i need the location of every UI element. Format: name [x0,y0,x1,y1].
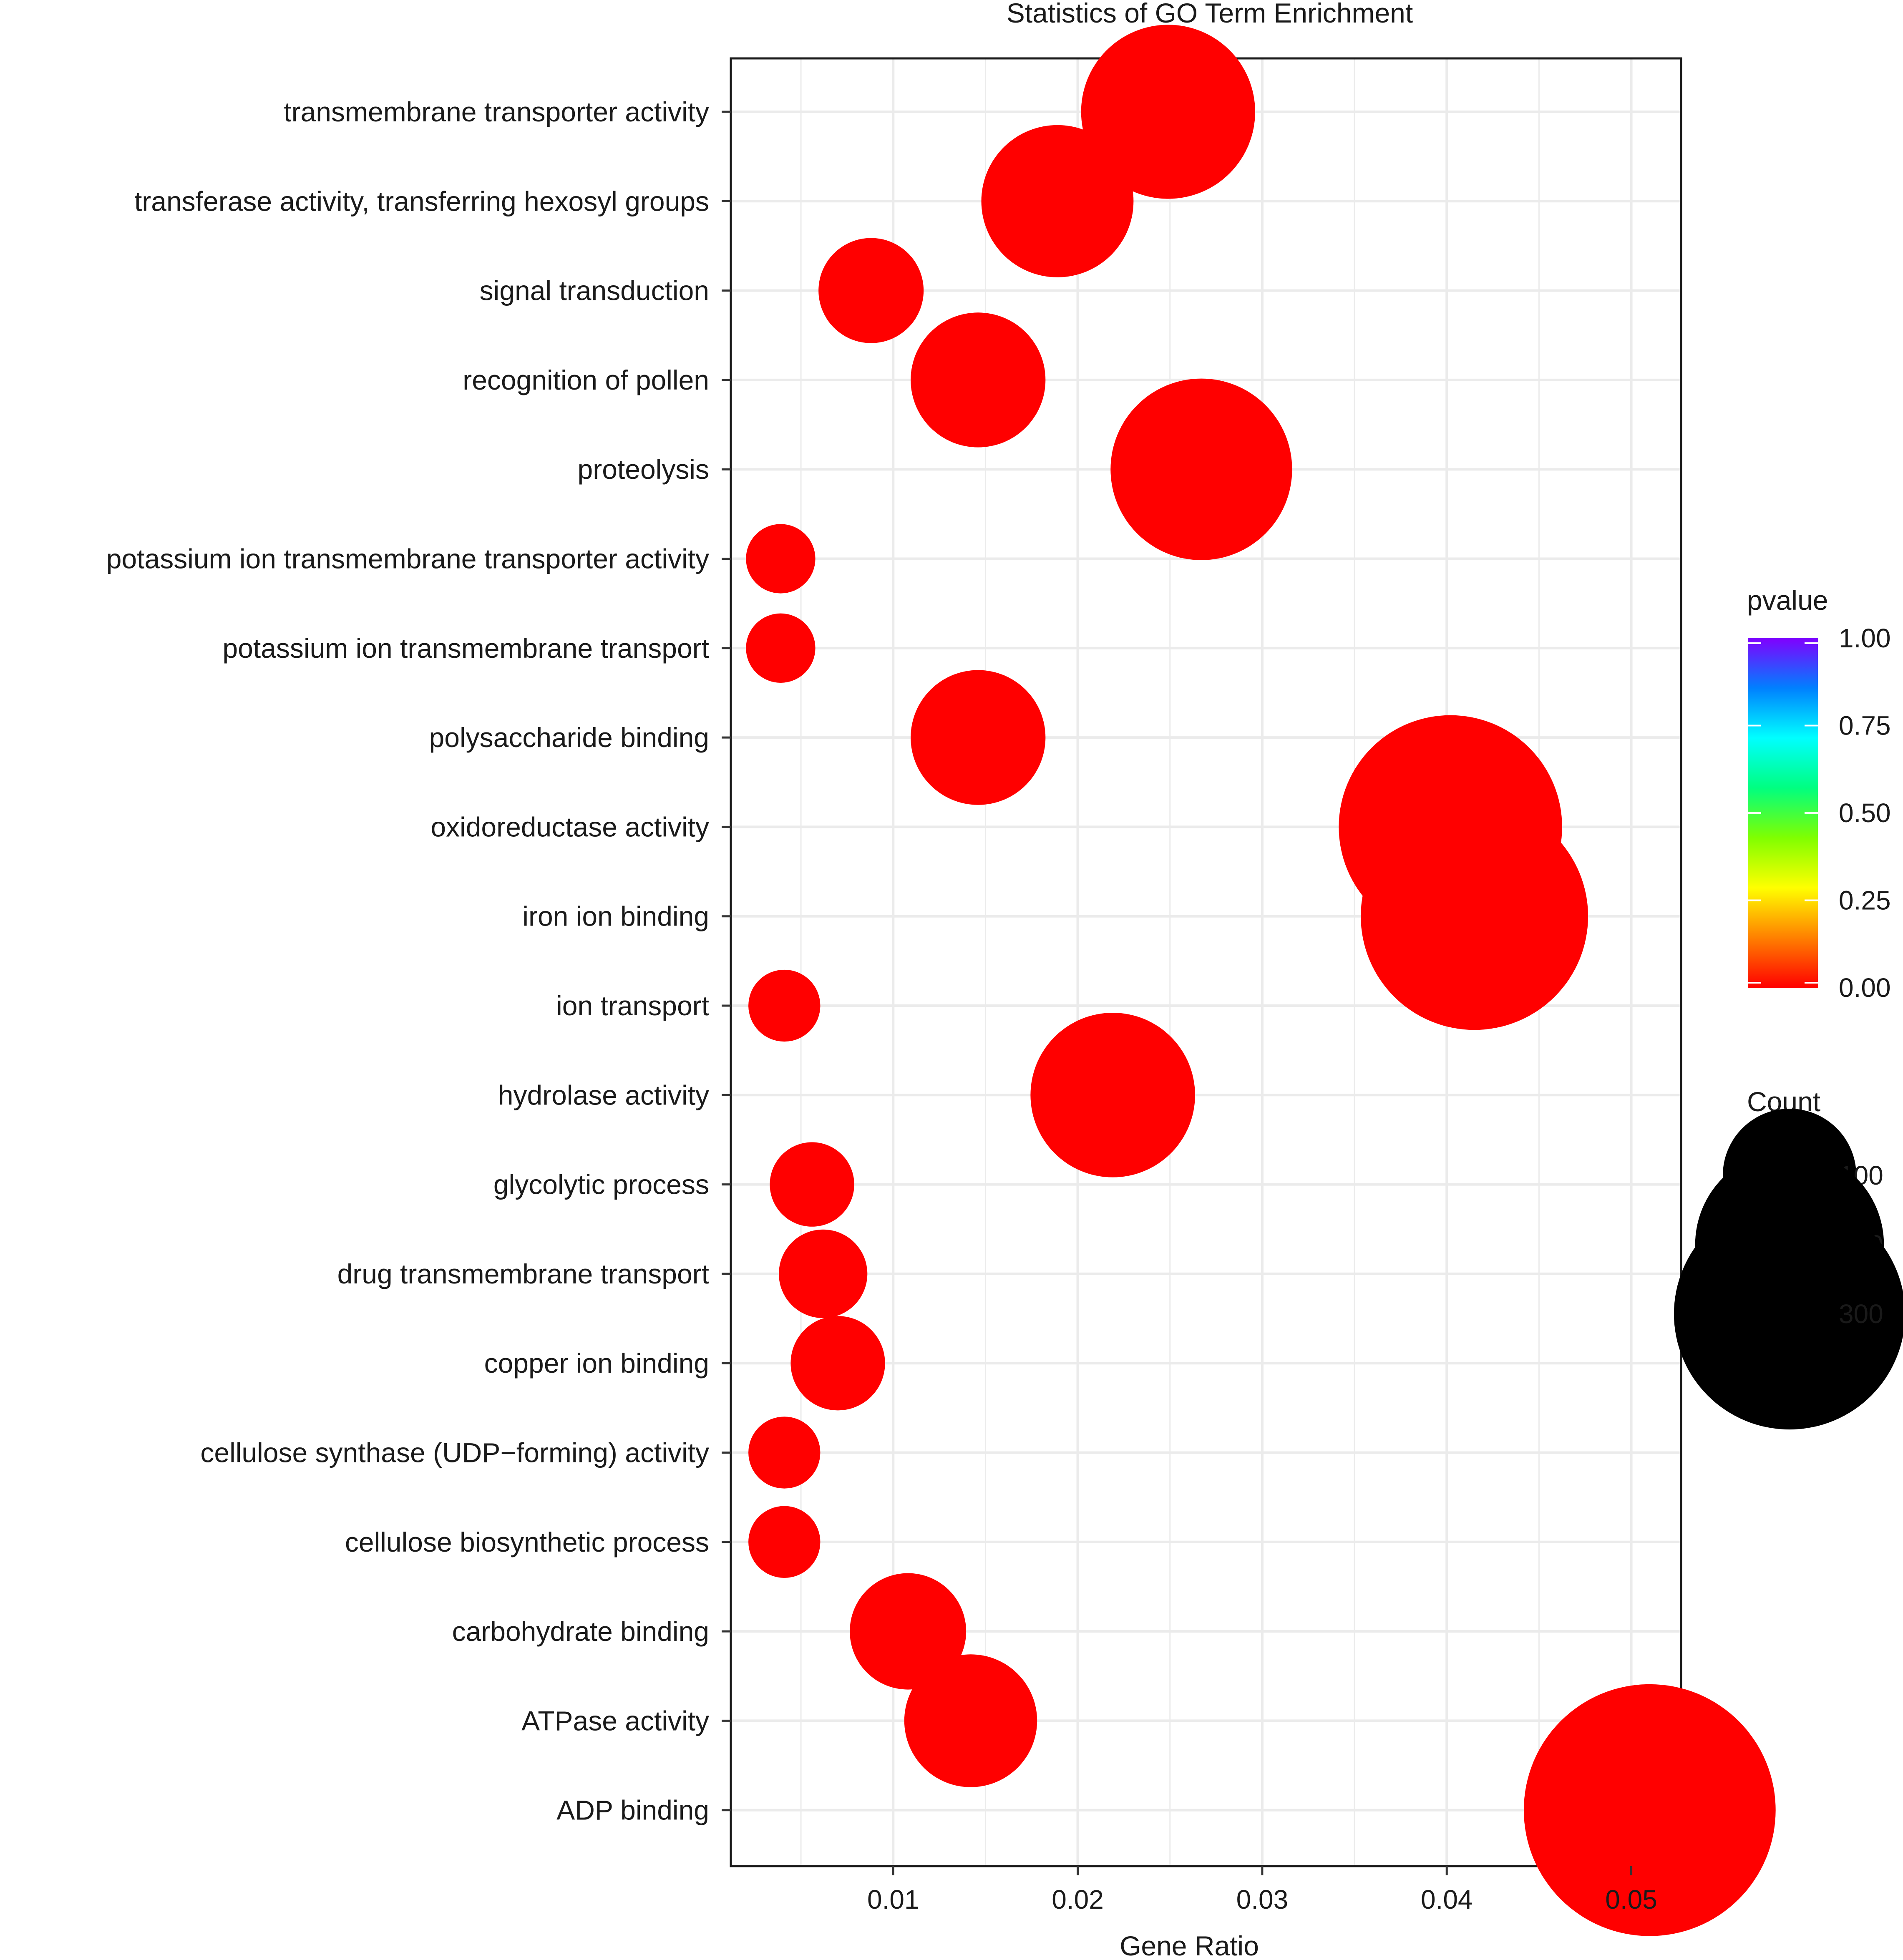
y-tick-label: transmembrane transporter activity [284,96,709,127]
y-tick-label: ATPase activity [521,1705,709,1736]
data-point [748,1417,821,1489]
colorbar-tick-label: 0.75 [1839,711,1891,741]
data-point [1110,378,1292,560]
data-point [850,1573,967,1690]
x-tick-label: 0.04 [1421,1885,1473,1915]
pvalue-legend-title: pvalue [1747,585,1828,616]
x-tick-label: 0.02 [1052,1885,1104,1915]
data-points [746,25,1776,1936]
y-tick-label: drug transmembrane transport [337,1258,709,1289]
data-point [1523,1684,1776,1936]
y-tick-label: potassium ion transmembrane transport [222,633,709,664]
y-tick-label: cellulose synthase (UDP−forming) activit… [200,1437,709,1468]
data-point [790,1316,885,1411]
data-point [746,524,816,594]
count-legend-label: 300 [1839,1299,1883,1329]
y-tick-label: proteolysis [578,454,709,485]
pvalue-color-legend: pvalue 1.00 0.75 0.50 0.25 0.00 [1747,585,1891,1003]
y-tick-label: polysaccharide binding [429,722,709,753]
data-point [1081,25,1255,199]
data-point [748,1506,821,1578]
colorbar-tick-label: 0.25 [1839,886,1891,916]
count-size-legend: Count 100200300 [1674,1086,1903,1430]
y-tick-label: cellulose biosynthetic process [345,1527,709,1557]
y-tick-label: copper ion binding [484,1348,709,1379]
y-tick-label: potassium ion transmembrane transporter … [106,543,709,574]
chart-title: Statistics of GO Term Enrichment [1007,0,1413,28]
data-point [779,1229,868,1318]
y-tick-label: oxidoreductase activity [430,811,709,842]
colorbar-tick-label: 0.00 [1839,973,1891,1003]
y-tick-label: glycolytic process [493,1169,709,1200]
x-tick-label: 0.01 [867,1885,919,1915]
y-tick-label: carbohydrate binding [452,1616,709,1647]
y-tick-label: iron ion binding [522,901,709,932]
data-point [911,670,1046,805]
y-tick-label: ion transport [556,990,709,1021]
data-point [818,238,924,343]
data-point [746,613,816,683]
data-point [1030,1013,1195,1178]
y-tick-label: hydrolase activity [498,1079,709,1110]
y-tick-label: recognition of pollen [463,365,709,395]
count-legend-dot [1674,1198,1903,1430]
x-tick-label: 0.05 [1605,1885,1657,1915]
colorbar-tick-label: 1.00 [1839,623,1891,653]
x-axis: 0.01 0.02 0.03 0.04 0.05 [867,1866,1657,1915]
data-point [770,1142,854,1227]
data-point [1361,803,1588,1030]
data-point [748,969,821,1042]
data-point [904,1654,1037,1787]
y-tick-label: transferase activity, transferring hexos… [134,186,709,216]
y-axis: transmembrane transporter activity transf… [106,96,731,1826]
x-tick-label: 0.03 [1236,1885,1289,1915]
y-tick-label: signal transduction [480,275,709,306]
data-point [911,312,1046,448]
x-axis-title: Gene Ratio [1120,1930,1259,1960]
colorbar-tick-label: 0.50 [1839,798,1891,828]
data-point [981,125,1134,277]
y-tick-label: ADP binding [556,1795,709,1826]
